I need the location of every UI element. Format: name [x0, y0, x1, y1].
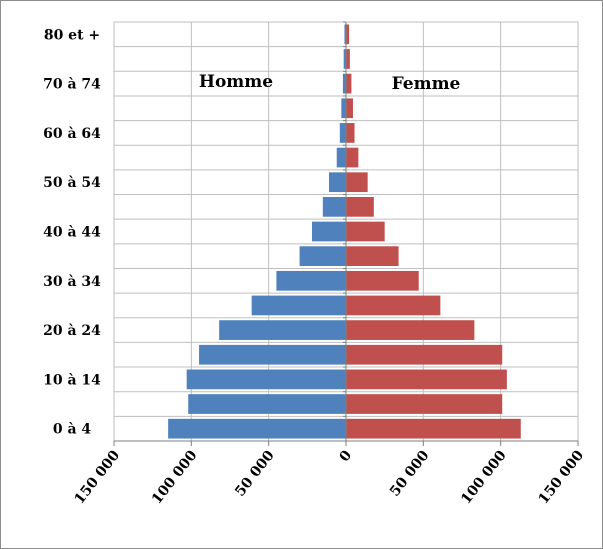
bar-femme-1	[346, 394, 503, 414]
bar-homme-8	[311, 221, 346, 242]
bar-femme-5	[346, 295, 441, 316]
bar-homme-3	[199, 344, 346, 365]
category-label: 0 à 4	[53, 422, 92, 438]
category-label: 80 et +	[44, 27, 100, 43]
category-label: 10 à 14	[43, 372, 101, 388]
bar-femme-3	[346, 344, 503, 365]
bar-homme-0	[168, 418, 346, 439]
x-tick-label: 100 000	[149, 447, 201, 507]
bar-homme-5	[251, 295, 346, 316]
bar-homme-13	[341, 98, 346, 119]
category-label: 70 à 74	[43, 77, 101, 93]
bar-femme-4	[346, 320, 475, 340]
bar-femme-6	[346, 270, 419, 291]
bar-homme-2	[186, 369, 346, 390]
bars-layer	[168, 24, 521, 439]
bar-homme-15	[343, 49, 346, 69]
x-tick-label: 50 000	[387, 447, 433, 499]
bar-homme-14	[342, 73, 346, 94]
bar-homme-16	[344, 24, 346, 45]
x-tick-label: 150 000	[536, 447, 588, 507]
bar-femme-10	[346, 172, 368, 193]
x-tick-label: 100 000	[458, 447, 510, 507]
bar-homme-7	[299, 246, 346, 267]
category-label: 40 à 44	[43, 225, 101, 241]
x-tick-label: 50 000	[232, 447, 278, 499]
series-label-femme: Femme	[392, 74, 461, 94]
bar-homme-10	[328, 172, 346, 193]
bar-femme-16	[346, 24, 350, 45]
bar-femme-9	[346, 196, 374, 217]
category-label: 50 à 54	[43, 175, 101, 191]
bar-femme-12	[346, 123, 355, 143]
series-label-homme: Homme	[199, 72, 273, 92]
bar-femme-11	[346, 147, 359, 168]
bar-homme-11	[336, 147, 346, 168]
bar-homme-9	[322, 196, 346, 217]
bar-femme-14	[346, 73, 352, 94]
category-label: 30 à 34	[43, 274, 101, 290]
bar-femme-15	[346, 49, 350, 69]
axes-layer	[113, 21, 579, 446]
bar-homme-1	[188, 394, 346, 414]
x-tick-label: 150 000	[72, 447, 124, 507]
category-label: 60 à 64	[43, 126, 101, 142]
bar-homme-12	[339, 123, 346, 143]
bar-femme-8	[346, 221, 385, 242]
bar-femme-2	[346, 369, 507, 390]
bar-homme-4	[219, 320, 346, 340]
bar-femme-13	[346, 98, 353, 119]
bar-femme-7	[346, 246, 399, 267]
bar-homme-6	[276, 270, 346, 291]
bar-femme-0	[346, 418, 521, 439]
category-label: 20 à 24	[43, 323, 101, 339]
x-tick-label: 0	[337, 447, 356, 465]
